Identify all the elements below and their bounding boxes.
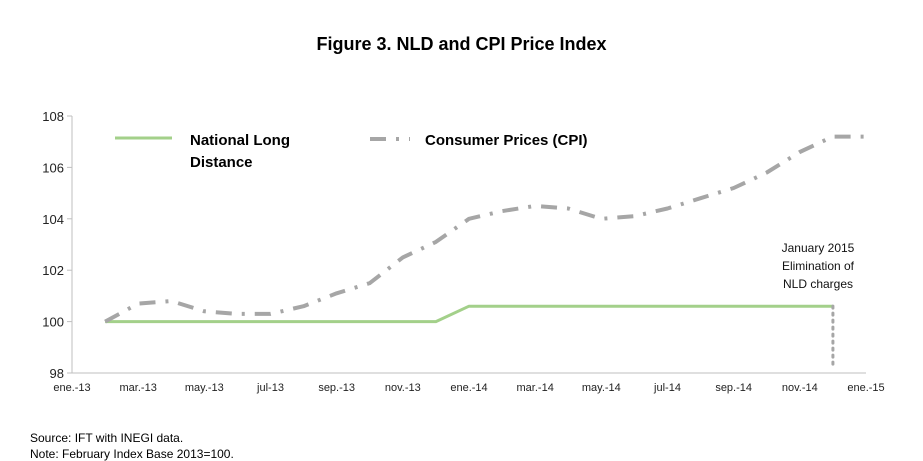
annotation: January 2015 Elimination of NLD charges [782,241,855,370]
x-tick-label: ene.-13 [53,382,90,394]
x-axis-ticks: ene.-13 mar.-13 may.-13 jul-13 sep.-13 nov.-1… [53,382,884,394]
legend: National Long Distance Consumer Prices (… [115,132,588,171]
annotation-line1: January 2015 [782,241,855,255]
y-tick-label: 104 [42,212,64,227]
base-note: Note: February Index Base 2013=100. [30,447,234,461]
x-tick-label: nov.-13 [385,382,421,394]
x-tick-label: sep.-13 [318,382,355,394]
x-tick-label: jul-14 [653,382,681,394]
line-chart: 98 100 102 104 106 108 ene.-13 mar.-13 may.-13 j… [42,109,884,394]
x-tick-label: may.-14 [582,382,621,394]
legend-nld-label-line1: National Long [190,132,290,149]
x-tick-label: mar.-13 [120,382,157,394]
legend-nld-label-line2: Distance [190,154,253,171]
annotation-line2: Elimination of [782,259,855,273]
y-axis-ticks: 98 100 102 104 106 108 [42,109,72,381]
y-tick-label: 102 [42,263,64,278]
y-tick-label: 106 [42,160,64,175]
series-lines [104,134,866,324]
y-tick-label: 100 [42,315,64,330]
x-tick-label: mar.-14 [517,382,554,394]
source-note: Source: IFT with INEGI data. [30,431,184,445]
annotation-line3: NLD charges [783,277,853,291]
x-tick-label: nov.-14 [782,382,818,394]
y-tick-label: 98 [50,366,64,381]
x-tick-label: jul-13 [256,382,284,394]
y-tick-label: 108 [42,109,64,124]
axes [71,116,866,374]
x-tick-label: may.-13 [185,382,224,394]
series-line-cpi [104,134,866,324]
x-tick-label: ene.-15 [847,382,884,394]
series-line-nld [105,304,833,324]
legend-cpi-label: Consumer Prices (CPI) [425,132,588,149]
chart-title: Figure 3. NLD and CPI Price Index [316,34,607,54]
x-tick-label: sep.-14 [715,382,752,394]
x-tick-label: ene.-14 [450,382,487,394]
